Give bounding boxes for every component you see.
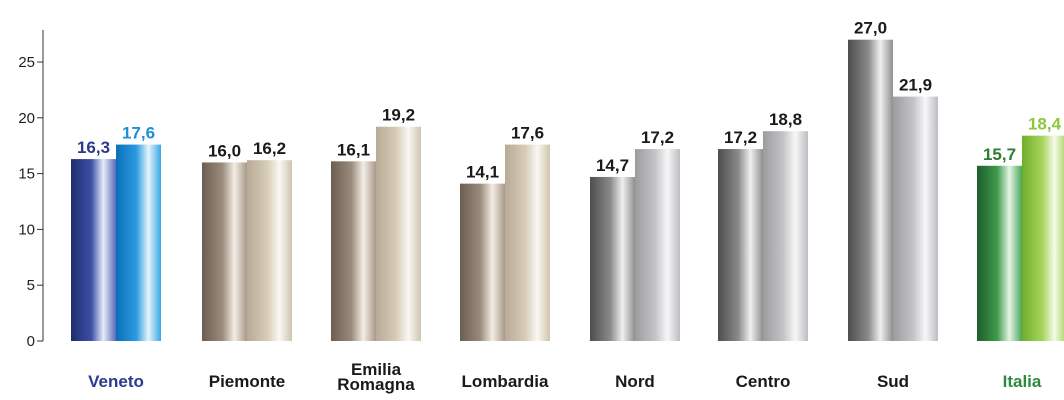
value-label: 19,2: [382, 106, 415, 125]
bar: [460, 183, 505, 341]
category-label: Emilia: [351, 360, 402, 379]
category-label: Piemonte: [209, 372, 286, 391]
bar: [71, 159, 116, 341]
category-label: Sud: [877, 372, 909, 391]
value-label: 16,2: [253, 139, 286, 158]
bar: [116, 144, 161, 341]
bar: [247, 160, 292, 341]
y-tick-label: 0: [27, 333, 35, 350]
y-tick-label: 20: [18, 110, 35, 127]
value-label: 16,3: [77, 138, 110, 157]
bar: [331, 161, 376, 341]
value-label: 17,6: [122, 124, 155, 143]
value-label: 16,1: [337, 140, 370, 159]
bar: [202, 162, 247, 341]
category-label: Romagna: [337, 375, 415, 394]
value-labels: 16,3 17,6 16,0 16,2 16,1 19,2 14,1 17,6 14,7 17,2…: [77, 19, 1062, 182]
category-label: Veneto: [88, 372, 144, 391]
bars: [71, 39, 1064, 342]
y-tick-label: 10: [18, 221, 35, 238]
bar: [635, 149, 680, 341]
y-axis: 0 5 10 15 20 25: [18, 30, 44, 350]
value-label: 17,2: [724, 128, 757, 147]
value-label: 21,9: [899, 76, 932, 95]
category-label: Centro: [736, 372, 791, 391]
bar: [590, 176, 635, 341]
value-label: 17,2: [641, 128, 674, 147]
value-label: 18,8: [769, 110, 802, 129]
value-label: 18,4: [1028, 115, 1062, 134]
bar: [977, 165, 1022, 341]
bar: [376, 126, 421, 341]
bar: [893, 96, 938, 341]
value-label: 14,7: [596, 156, 629, 175]
value-label: 14,1: [466, 163, 499, 182]
bar: [1022, 135, 1064, 341]
value-label: 16,0: [208, 141, 241, 160]
bar: [763, 131, 808, 341]
category-label: Lombardia: [462, 372, 549, 391]
bar: [848, 39, 893, 342]
value-label: 15,7: [983, 145, 1016, 164]
bar: [505, 144, 550, 341]
value-label: 27,0: [854, 19, 887, 38]
bar: [718, 149, 763, 341]
category-label: Italia: [1003, 372, 1042, 391]
y-tick-label: 15: [18, 166, 35, 183]
value-label: 17,6: [511, 124, 544, 143]
category-label: Nord: [615, 372, 655, 391]
y-tick-label: 25: [18, 54, 35, 71]
y-tick-label: 5: [27, 277, 35, 294]
